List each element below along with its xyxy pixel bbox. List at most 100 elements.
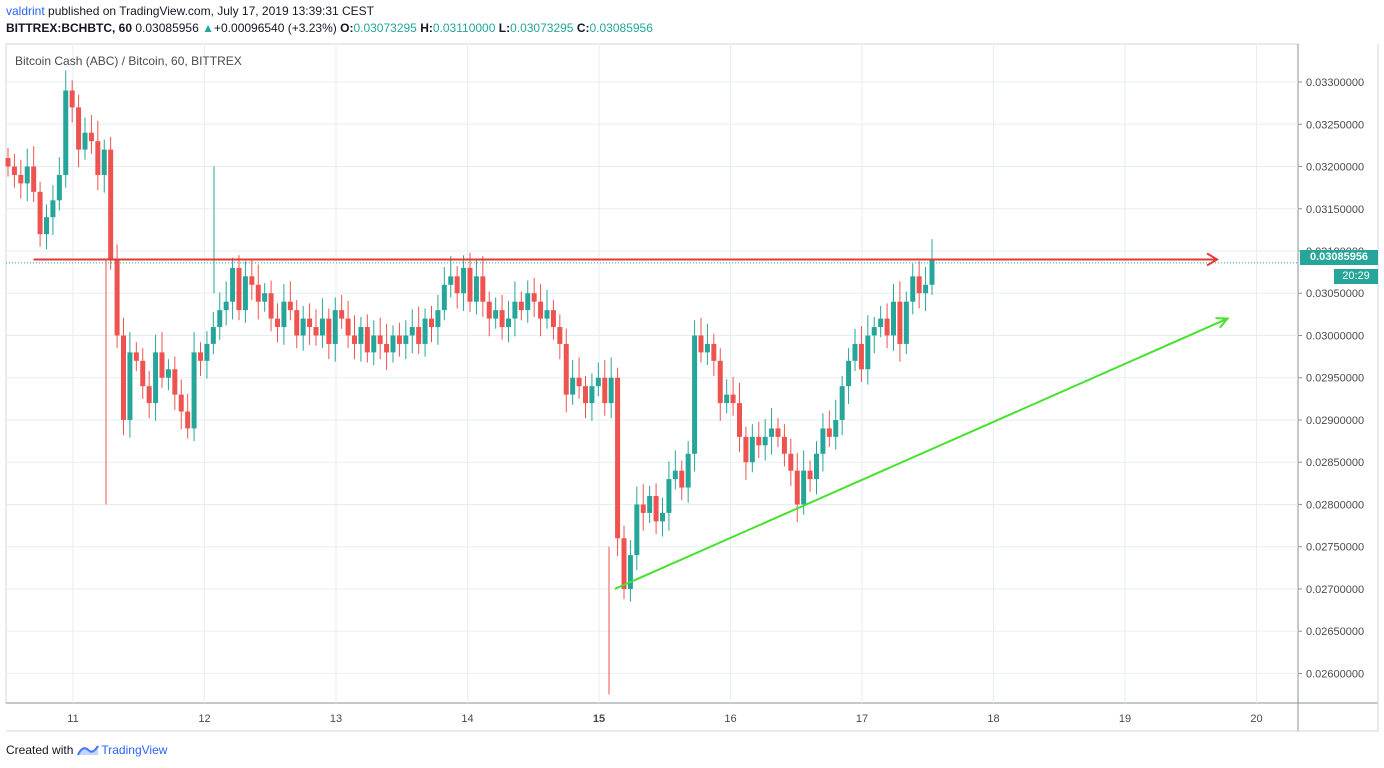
candle-body (897, 301, 903, 344)
candle-body (11, 166, 17, 175)
candle-body (640, 504, 646, 513)
candle-body (743, 436, 749, 463)
candle-body (717, 360, 723, 404)
candle-body (56, 174, 62, 201)
price-tick-label: 0.03200000 (1306, 162, 1364, 174)
candle-body (429, 318, 434, 328)
author-link[interactable]: valdrint (6, 4, 45, 18)
candle-body (307, 318, 313, 328)
candle-body (249, 276, 255, 285)
close-label: C: (576, 21, 590, 35)
candle-body (5, 158, 11, 167)
candle-body (339, 310, 345, 319)
candle-body (358, 327, 364, 344)
candle-body (300, 318, 306, 336)
candle-body (82, 132, 88, 150)
change-value: +0.00096540 (+3.23%) (214, 21, 337, 35)
candle-body (37, 191, 43, 235)
ohlc-legend: BITTREX:BCHBTC, 60 0.03085956 ▲+0.000965… (6, 21, 653, 35)
time-tick-label: 19 (1119, 713, 1131, 725)
candle-body (486, 301, 492, 319)
candle-body (191, 352, 197, 429)
candle-body (133, 352, 139, 361)
candle-body (422, 318, 428, 344)
candle-body (781, 436, 787, 454)
candle-body (127, 352, 133, 420)
open-label: O: (340, 21, 354, 35)
candle-body (518, 301, 524, 311)
candle-body (627, 555, 633, 589)
candle-body (891, 301, 896, 336)
time-tick-label: 11 (67, 713, 78, 725)
candle-body (602, 377, 608, 404)
bar-countdown-tag: 20:29 (1334, 269, 1378, 284)
candle-body (319, 318, 325, 336)
candle-body (660, 512, 665, 522)
candle-body (570, 377, 576, 395)
price-tick-label: 0.02950000 (1306, 373, 1364, 385)
candle-body (448, 276, 454, 285)
candle-body (416, 327, 422, 344)
candle-body (788, 453, 794, 471)
candle-body (794, 470, 800, 505)
candle-body (255, 284, 261, 302)
candle-body (140, 360, 146, 387)
candle-body (865, 335, 871, 370)
time-tick-label: 12 (198, 713, 210, 725)
candle-body (634, 504, 640, 556)
candle-body (737, 403, 742, 437)
candle-body (198, 352, 203, 361)
candle-body (114, 259, 120, 336)
candle-body (480, 276, 486, 302)
symbol-label: BITTREX:BCHBTC, 60 (6, 21, 133, 35)
candle-body (679, 470, 685, 488)
chart-title: Bitcoin Cash (ABC) / Bitcoin, 60, BITTRE… (15, 54, 242, 68)
price-tick-label: 0.03300000 (1306, 77, 1364, 89)
footer: Created with TradingView (6, 743, 167, 757)
candle-body (44, 217, 49, 235)
time-tick-label: 18 (987, 713, 999, 725)
tradingview-logo-icon (77, 745, 100, 756)
change-arrow-icon: ▲ (202, 21, 214, 35)
candle-body (647, 496, 653, 513)
candle-body (403, 335, 409, 344)
low-value: 0.03073295 (510, 21, 574, 35)
candle-body (621, 538, 627, 589)
candle-body (807, 470, 813, 480)
time-tick-label: 16 (724, 713, 736, 725)
candle-body (396, 335, 402, 344)
candle-body (820, 428, 826, 454)
support-trend-arrow-head (1215, 317, 1230, 329)
tradingview-brand[interactable]: TradingView (77, 743, 167, 757)
candle-body (210, 327, 216, 344)
candle-body (698, 335, 704, 353)
publish-text: published on TradingView.com, July 17, 2… (44, 4, 375, 18)
candle-body (557, 327, 563, 344)
candle-body (473, 276, 479, 302)
time-tick-label: 15 (593, 713, 605, 725)
candle-body (332, 310, 338, 344)
candle-body (230, 267, 236, 302)
candle-body (69, 90, 75, 108)
candle-body (217, 310, 223, 328)
candle-body (242, 276, 248, 311)
candle-body (711, 343, 717, 361)
candle-body (685, 453, 691, 488)
candle-body (724, 394, 730, 404)
last-price: 0.03085956 (135, 21, 199, 35)
candle-body (506, 318, 511, 328)
candle-body (852, 343, 858, 361)
price-tick-label: 0.03050000 (1306, 288, 1364, 300)
candle-body (461, 267, 467, 294)
candle-body (390, 335, 396, 353)
candle-body (409, 327, 415, 336)
candle-body (268, 293, 274, 319)
candle-body (223, 301, 229, 311)
candle-body (801, 470, 807, 505)
candle-body (608, 377, 614, 404)
candle-body (467, 267, 473, 302)
candle-body (275, 318, 280, 328)
candle-body (762, 436, 768, 446)
candle-body (538, 301, 544, 319)
